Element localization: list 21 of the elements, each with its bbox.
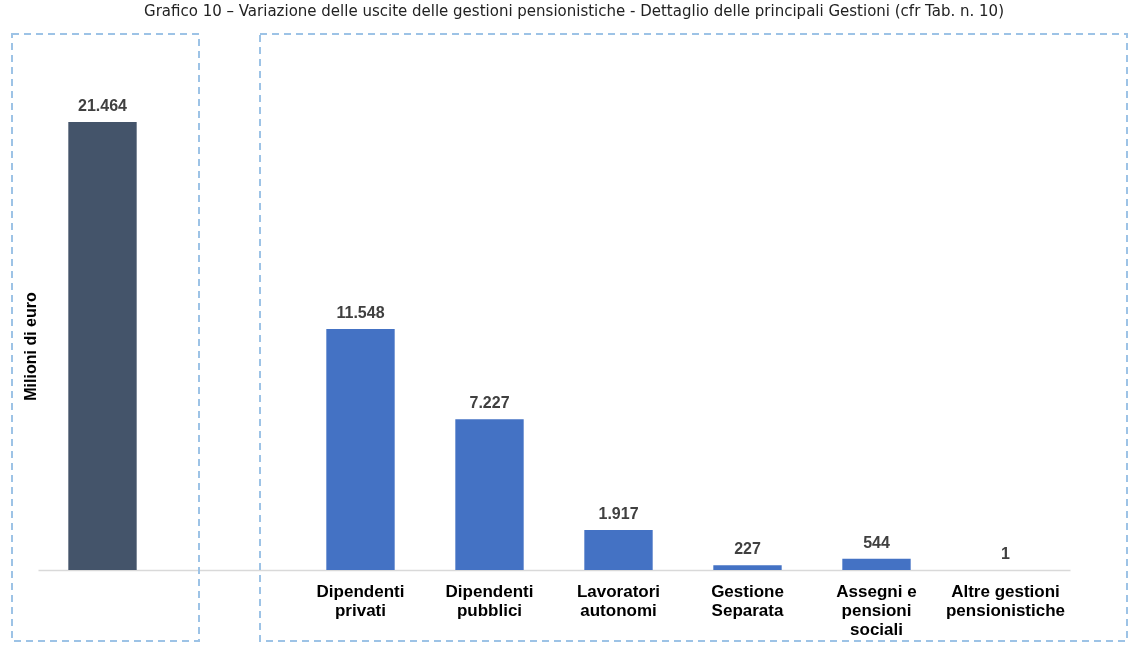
data-label: 1.917	[598, 504, 639, 522]
y-axis-title: Milioni di euro	[21, 292, 39, 401]
data-label: 1	[1001, 544, 1011, 562]
x-tick-label: Lavoratori autonomi	[576, 581, 661, 620]
x-tick-label: Dipendenti pubblici	[445, 581, 534, 620]
bar	[842, 558, 911, 570]
data-label: 544	[863, 533, 890, 551]
bar	[326, 328, 395, 570]
x-tick-label: Altre gestioni pensionistiche	[945, 581, 1066, 620]
chart-title: Grafico 10 – Variazione delle uscite delle gestioni pensionistiche - Dettaglio delle principali Gestioni (cfr Tab. n. 10)	[144, 2, 1004, 20]
x-tick-label: Assegni e pensioni sociali	[836, 581, 917, 639]
bar	[713, 565, 782, 570]
data-label: 227	[734, 540, 761, 558]
bar	[584, 529, 653, 570]
x-tick-label: Gestione Separata	[711, 581, 784, 620]
bar	[68, 122, 137, 570]
x-tick-label: Dipendenti privati	[316, 581, 405, 620]
data-label: 21.464	[78, 97, 128, 114]
bar	[455, 419, 524, 570]
data-label: 11.548	[336, 303, 385, 321]
data-label: 7.227	[469, 394, 510, 412]
